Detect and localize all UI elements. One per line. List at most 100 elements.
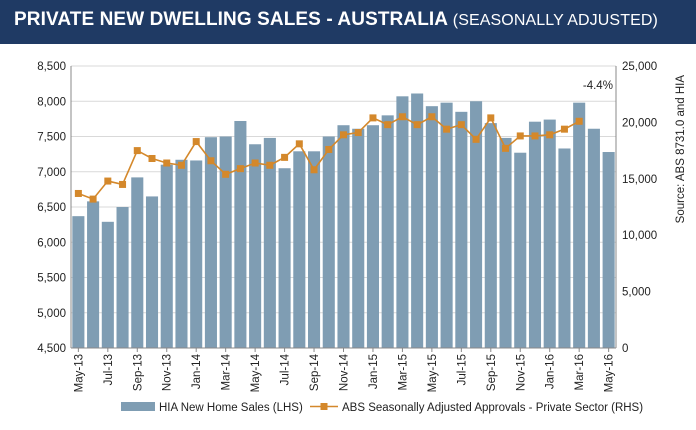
- x-tick-label: Nov-13: [162, 354, 174, 391]
- bar-May-13: [72, 216, 85, 348]
- marker-Jul-13: [104, 177, 112, 185]
- x-tick-label: Jul-13: [103, 354, 115, 385]
- bar-Feb-14: [204, 137, 217, 348]
- bar-Dec-13: [175, 159, 188, 348]
- marker-Dec-15: [531, 132, 539, 140]
- bar-Sep-15: [484, 123, 497, 348]
- marker-Apr-15: [413, 121, 421, 129]
- marker-Jun-13: [89, 195, 97, 203]
- bar-Aug-13: [116, 207, 129, 348]
- marker-Mar-14: [222, 170, 230, 178]
- bar-Jan-16: [543, 119, 556, 348]
- left-tick-label: 8,500: [37, 61, 66, 73]
- marker-Oct-14: [325, 145, 333, 153]
- marker-Dec-13: [177, 161, 185, 169]
- marker-Feb-14: [207, 157, 215, 165]
- bar-Jun-15: [440, 102, 453, 348]
- bar-May-14: [249, 144, 262, 348]
- bar-Nov-15: [514, 152, 527, 348]
- marker-Jun-15: [443, 125, 451, 133]
- bar-Oct-13: [145, 196, 159, 348]
- bar-Apr-14: [234, 120, 247, 349]
- marker-Sep-15: [487, 114, 495, 122]
- marker-Sep-13: [133, 147, 141, 155]
- x-tick-label: Nov-14: [339, 353, 351, 391]
- bar-Mar-15: [396, 96, 409, 348]
- chart-subtitle: (SEASONALLY ADJUSTED): [452, 12, 658, 29]
- bar-Dec-14: [352, 128, 365, 348]
- marker-Aug-15: [472, 135, 480, 143]
- marker-Dec-14: [354, 129, 362, 137]
- marker-Mar-16: [575, 117, 583, 125]
- bar-Apr-15: [411, 93, 424, 349]
- marker-Feb-16: [560, 125, 568, 133]
- change-annotation: -4.4%: [583, 80, 613, 92]
- left-tick-label: 8,000: [37, 96, 66, 108]
- marker-May-15: [428, 113, 436, 121]
- bar-Jul-13: [101, 221, 114, 348]
- marker-Oct-15: [502, 144, 510, 152]
- x-tick-label: Jul-14: [280, 353, 292, 385]
- legend-swatch-bars: [121, 402, 155, 411]
- left-tick-label: 5,500: [37, 273, 66, 285]
- left-tick-label: 5,000: [37, 308, 66, 320]
- bar-Jun-14: [263, 137, 276, 348]
- title-banner: PRIVATE NEW DWELLING SALES - AUSTRALIA (…: [0, 0, 696, 44]
- x-axis-ticks: May-13 Jul-13 Sep-13 Nov-13 Jan-14 Mar-14 May-…: [73, 348, 616, 392]
- x-tick-label: Jan-14: [191, 353, 203, 389]
- bar-May-15: [425, 106, 438, 348]
- bar-Apr-16: [587, 128, 600, 348]
- bar-Sep-13: [131, 177, 144, 348]
- bar-Dec-15: [528, 121, 542, 348]
- marker-Jan-14: [192, 138, 200, 146]
- line-series: [74, 113, 583, 203]
- marker-Jun-14: [266, 161, 274, 169]
- x-tick-label: May-13: [73, 354, 85, 392]
- bar-Aug-14: [293, 151, 306, 348]
- right-axis-ticks: 0 5,000 10,000 15,000 20,000 25,000: [622, 61, 657, 355]
- bar-Oct-14: [322, 136, 335, 348]
- x-tick-label: May-14: [250, 353, 262, 392]
- marker-Aug-13: [119, 180, 127, 188]
- x-tick-label: Mar-14: [221, 353, 233, 390]
- marker-Mar-15: [398, 113, 406, 121]
- x-tick-label: Sep-14: [309, 353, 321, 391]
- x-tick-label: Mar-15: [397, 354, 409, 390]
- marker-Nov-13: [163, 159, 171, 167]
- marker-Oct-13: [148, 154, 156, 162]
- marker-Nov-14: [340, 131, 347, 139]
- x-tick-label: Jan-16: [545, 354, 557, 389]
- left-tick-label: 4,500: [37, 343, 66, 355]
- x-tick-label: Jul-15: [456, 354, 468, 385]
- legend: HIA New Home Sales (LHS) ABS Seasonally A…: [121, 402, 643, 414]
- chart-title-main: PRIVATE NEW DWELLING SALES - AUSTRALIA: [14, 9, 448, 30]
- right-tick-label: 20,000: [622, 117, 657, 129]
- right-tick-label: 25,000: [622, 61, 657, 73]
- left-tick-label: 6,000: [37, 237, 66, 249]
- chart-title: PRIVATE NEW DWELLING SALES - AUSTRALIA (…: [14, 9, 658, 31]
- marker-Jul-14: [281, 153, 289, 161]
- left-axis-ticks: 4,500 5,000 5,500 6,000 6,500 7,000 7,500 8,000…: [37, 61, 66, 355]
- bar-Aug-15: [470, 101, 483, 348]
- bar-Oct-15: [499, 137, 512, 348]
- x-tick-label: Mar-16: [574, 354, 586, 390]
- source-note: Source: ABS 8731.0 and HIA: [675, 75, 687, 224]
- right-tick-label: 5,000: [622, 287, 651, 299]
- marker-Apr-14: [236, 165, 244, 173]
- bar-May-16: [602, 152, 615, 348]
- legend-swatch-marker: [320, 403, 328, 410]
- bar-Mar-16: [573, 102, 586, 348]
- bar-Mar-14: [219, 136, 232, 348]
- legend-label-line: ABS Seasonally Adjusted Approvals - Priv…: [342, 402, 643, 414]
- bar-Nov-13: [160, 164, 173, 348]
- left-tick-label: 7,500: [37, 132, 66, 144]
- right-tick-label: 10,000: [622, 230, 657, 242]
- bar-Jan-15: [366, 125, 379, 348]
- x-tick-label: Sep-15: [486, 354, 498, 391]
- bar-Jul-14: [278, 168, 291, 348]
- x-tick-label: May-15: [427, 354, 439, 392]
- bar-Jun-13: [87, 201, 100, 348]
- marker-Sep-14: [310, 166, 318, 174]
- bar-Jan-14: [190, 160, 203, 348]
